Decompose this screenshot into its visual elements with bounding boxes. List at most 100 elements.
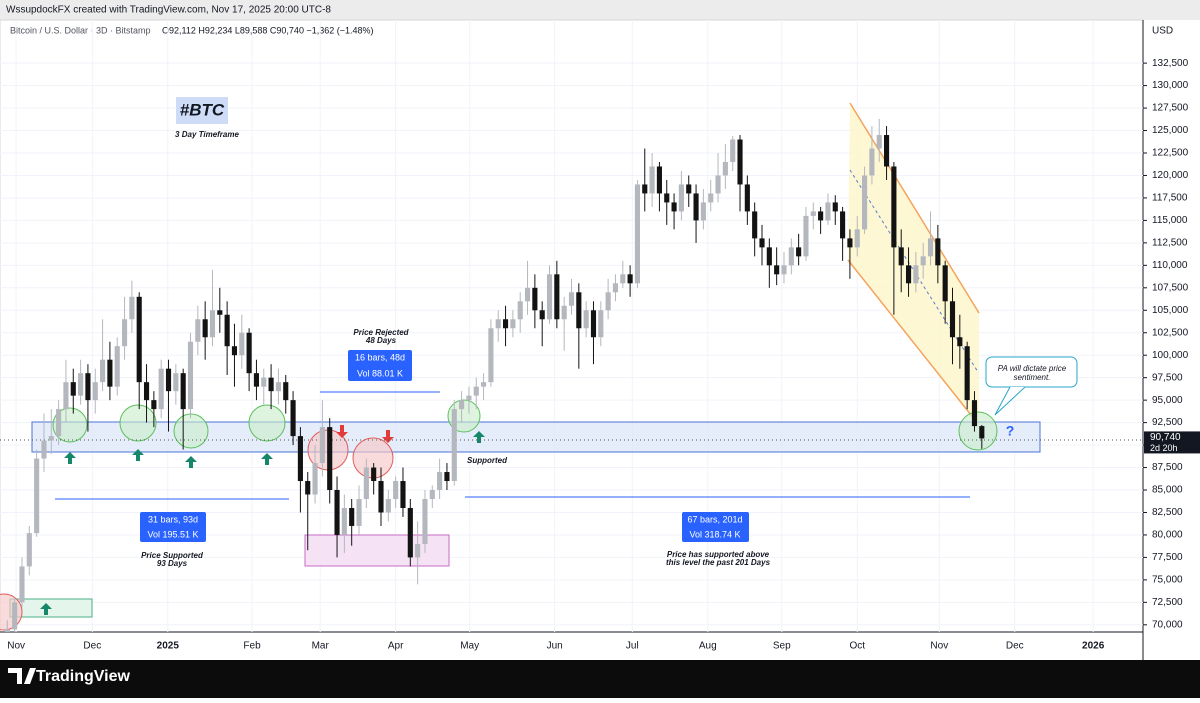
y-tick-label: 80,000: [1152, 530, 1183, 541]
candle-body: [605, 292, 611, 311]
y-tick-label: 125,000: [1152, 125, 1189, 136]
note: Price Rejected: [353, 328, 409, 337]
header: WssupdockFX created with TradingView.com…: [6, 5, 331, 16]
candle-body: [26, 533, 32, 567]
range-box: [682, 512, 749, 542]
candle-body: [451, 409, 457, 482]
brand: TradingView: [36, 668, 131, 685]
y-tick-label: 132,500: [1152, 58, 1189, 69]
y-tick-label: 117,500: [1152, 193, 1188, 204]
candle-body: [561, 305, 567, 320]
x-tick-label: Jun: [547, 641, 563, 652]
candle-body: [883, 135, 890, 167]
y-tick-label: 72,500: [1152, 597, 1183, 608]
candle-body: [847, 238, 853, 248]
candle-body: [971, 400, 978, 427]
candle-body: [715, 175, 721, 194]
candle-body: [832, 202, 838, 212]
currency: USD: [1152, 26, 1173, 37]
candle-body: [253, 373, 260, 387]
candle-body: [620, 274, 626, 284]
candle-body: [165, 368, 172, 392]
x-tick-label: Mar: [312, 641, 330, 652]
candle-body: [752, 211, 758, 239]
y-tick-label: 87,500: [1152, 462, 1183, 473]
candle-body: [722, 161, 728, 176]
x-tick-label: Nov: [7, 641, 25, 652]
candle-body: [781, 265, 787, 275]
candle-body: [429, 490, 435, 499]
candle-body: [905, 265, 912, 284]
candle-body: [891, 166, 897, 248]
candle-body: [964, 346, 970, 401]
y-tick-label: 122,500: [1152, 148, 1189, 159]
candle-body: [385, 498, 391, 513]
candle-body: [869, 148, 875, 176]
note: this level the past 201 Days: [666, 558, 771, 567]
candle-body: [568, 292, 575, 306]
footer: [0, 660, 1200, 698]
candle-body: [187, 341, 194, 410]
candle-body: [371, 467, 377, 482]
y-tick-label: 120,000: [1152, 170, 1189, 181]
y-tick-label: 70,000: [1152, 619, 1183, 630]
callout-text: PA will dictate price: [998, 364, 1067, 373]
candle-body: [56, 409, 62, 437]
candle-body: [466, 395, 472, 401]
candle-body: [708, 193, 714, 203]
candle-body: [473, 386, 479, 396]
candle-body: [554, 274, 560, 320]
candle-body: [598, 310, 604, 338]
candle-body: [788, 247, 794, 266]
candle-body: [378, 481, 384, 513]
candle-body: [136, 296, 142, 383]
candle-body: [759, 238, 765, 248]
candle-body: [459, 400, 465, 410]
candle-body: [818, 211, 824, 221]
candle-body: [151, 400, 157, 410]
candle-body: [143, 382, 150, 401]
candle-body: [34, 458, 40, 534]
candle-body: [283, 382, 289, 401]
candle-body: [312, 463, 318, 495]
candle-body: [305, 481, 311, 495]
y-tick-label: 107,500: [1152, 282, 1189, 293]
candle-body: [444, 472, 450, 482]
x-tick-label: Feb: [243, 641, 261, 652]
candle-body: [942, 265, 948, 302]
tag-box: [176, 97, 228, 124]
candles: [4, 118, 985, 632]
candle-body: [158, 368, 164, 410]
candle-body: [100, 359, 106, 383]
candle-body: [517, 301, 523, 320]
candle-body: [730, 139, 736, 162]
last-price-tag: [1144, 431, 1200, 454]
y-tick-label: 105,000: [1152, 305, 1189, 316]
candle-body: [415, 543, 421, 558]
candle-body: [319, 427, 325, 464]
candle-body: [612, 283, 619, 293]
candle-body: [854, 229, 860, 248]
candle-body: [737, 139, 743, 185]
candle-body: [649, 166, 655, 194]
note: 93 Days: [157, 559, 188, 568]
candle-body: [634, 184, 641, 284]
candle-body: [532, 287, 538, 311]
candle-body: [70, 382, 76, 396]
candle-body: [627, 274, 633, 284]
candle-body: [92, 382, 98, 401]
x-tick-label: Oct: [849, 641, 865, 652]
y-tick-label: 92,500: [1152, 417, 1183, 428]
candle-body: [656, 166, 662, 194]
y-tick-label: 127,500: [1152, 103, 1189, 114]
x-tick-label: 2026: [1082, 641, 1105, 652]
x-tick-label: Aug: [699, 641, 717, 652]
drawings: [0, 97, 1143, 631]
candle-body: [700, 202, 706, 221]
candle-body: [957, 337, 963, 347]
candle-body: [173, 373, 179, 392]
candle-body: [810, 211, 816, 216]
countdown: 2d 20h: [1150, 443, 1178, 453]
x-tick-label: Nov: [930, 641, 948, 652]
